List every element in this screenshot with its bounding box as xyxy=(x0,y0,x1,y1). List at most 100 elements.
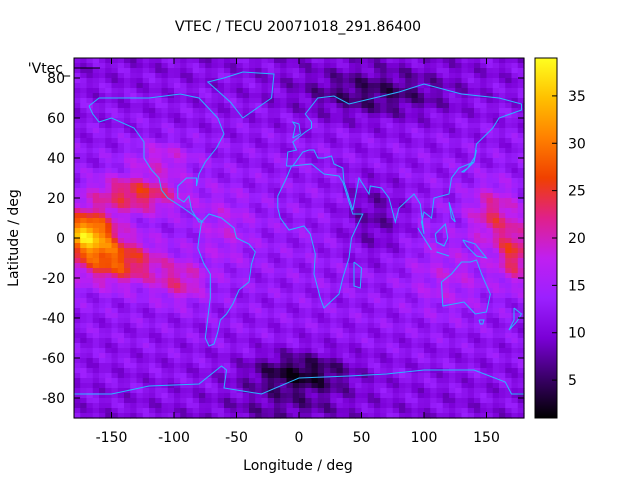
heatmap-cell xyxy=(205,208,213,214)
heatmap-cell xyxy=(324,148,331,154)
heatmap-cell xyxy=(180,98,188,104)
heatmap-cell xyxy=(436,313,444,319)
heatmap-cell xyxy=(80,73,88,79)
heatmap-cell xyxy=(274,288,281,294)
heatmap-cell xyxy=(105,68,113,74)
heatmap-cell xyxy=(324,83,331,89)
heatmap-cell xyxy=(111,128,119,134)
heatmap-cell xyxy=(242,388,250,394)
heatmap-cell xyxy=(142,203,150,209)
heatmap-cell xyxy=(92,198,100,204)
heatmap-cell xyxy=(517,398,525,404)
heatmap-cell xyxy=(486,138,494,144)
heatmap-cell xyxy=(399,93,406,99)
heatmap-cell xyxy=(505,238,513,244)
heatmap-cell xyxy=(117,103,125,109)
heatmap-cell xyxy=(299,293,306,299)
heatmap-cell xyxy=(155,238,163,244)
heatmap-cell xyxy=(355,383,363,389)
heatmap-cell xyxy=(261,268,269,274)
heatmap-cell xyxy=(174,223,181,229)
heatmap-cell xyxy=(199,118,206,124)
heatmap-cell xyxy=(355,248,363,254)
heatmap-cell xyxy=(80,248,88,254)
heatmap-cell xyxy=(186,393,194,399)
heatmap-cell xyxy=(517,88,525,94)
heatmap-cell xyxy=(149,153,156,159)
heatmap-cell xyxy=(99,68,106,74)
heatmap-cell xyxy=(117,98,125,104)
heatmap-cell xyxy=(130,373,138,379)
heatmap-cell xyxy=(267,88,275,94)
heatmap-cell xyxy=(342,398,350,404)
heatmap-cell xyxy=(405,188,413,194)
heatmap-cell xyxy=(436,188,444,194)
heatmap-cell xyxy=(249,378,256,384)
heatmap-cell xyxy=(324,293,331,299)
heatmap-cell xyxy=(467,173,475,179)
heatmap-cell xyxy=(74,283,81,289)
heatmap-cell xyxy=(336,158,344,164)
heatmap-cell xyxy=(230,98,238,104)
heatmap-cell xyxy=(342,268,350,274)
heatmap-cell xyxy=(305,298,313,304)
heatmap-cell xyxy=(361,213,369,219)
heatmap-cell xyxy=(336,73,344,79)
heatmap-cell xyxy=(511,213,519,219)
heatmap-cell xyxy=(174,283,181,289)
heatmap-cell xyxy=(261,108,269,114)
heatmap-cell xyxy=(217,173,225,179)
heatmap-cell xyxy=(349,183,356,189)
heatmap-cell xyxy=(292,318,300,324)
heatmap-cell xyxy=(124,78,131,84)
heatmap-cell xyxy=(205,228,213,234)
heatmap-cell xyxy=(392,398,400,404)
heatmap-cell xyxy=(455,113,463,119)
heatmap-cell xyxy=(149,228,156,234)
heatmap-cell xyxy=(74,188,81,194)
heatmap-cell xyxy=(311,133,319,139)
heatmap-cell xyxy=(130,318,138,324)
heatmap-cell xyxy=(174,133,181,139)
heatmap-cell xyxy=(236,353,244,359)
heatmap-cell xyxy=(74,258,81,264)
heatmap-cell xyxy=(242,178,250,184)
heatmap-cell xyxy=(424,228,431,234)
heatmap-cell xyxy=(99,83,106,89)
heatmap-cell xyxy=(192,193,200,199)
heatmap-cell xyxy=(305,318,313,324)
heatmap-cell xyxy=(124,373,131,379)
heatmap-cell xyxy=(280,193,288,199)
heatmap-cell xyxy=(186,193,194,199)
heatmap-cell xyxy=(255,243,263,249)
heatmap-cell xyxy=(461,58,469,64)
heatmap-cell xyxy=(367,118,375,124)
heatmap-cell xyxy=(330,148,338,154)
heatmap-cell xyxy=(124,228,131,234)
heatmap-cell xyxy=(180,113,188,119)
heatmap-cell xyxy=(380,358,388,364)
heatmap-cell xyxy=(255,283,263,289)
heatmap-cell xyxy=(286,188,294,194)
heatmap-cell xyxy=(224,288,231,294)
heatmap-cell xyxy=(449,148,456,154)
heatmap-cell xyxy=(480,358,488,364)
heatmap-cell xyxy=(174,158,181,164)
heatmap-cells xyxy=(74,58,525,419)
heatmap-cell xyxy=(161,88,169,94)
heatmap-cell xyxy=(167,113,175,119)
heatmap-cell xyxy=(117,238,125,244)
heatmap-cell xyxy=(336,113,344,119)
heatmap-cell xyxy=(405,388,413,394)
heatmap-cell xyxy=(211,58,219,64)
heatmap-cell xyxy=(299,373,306,379)
heatmap-cell xyxy=(330,108,338,114)
heatmap-cell xyxy=(411,158,419,164)
heatmap-cell xyxy=(311,193,319,199)
heatmap-cell xyxy=(324,153,331,159)
heatmap-cell xyxy=(186,218,194,224)
heatmap-cell xyxy=(205,173,213,179)
heatmap-cell xyxy=(299,183,306,189)
heatmap-cell xyxy=(517,273,525,279)
heatmap-cell xyxy=(442,183,450,189)
